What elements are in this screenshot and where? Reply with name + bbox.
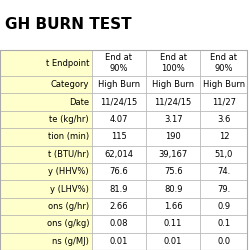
Bar — [0, 146, 92, 163]
Text: End at
90%: End at 90% — [105, 53, 132, 73]
Bar — [0, 128, 92, 146]
Bar — [146, 198, 200, 215]
Text: 190: 190 — [165, 132, 181, 141]
Bar — [146, 111, 200, 128]
Text: tion (min): tion (min) — [48, 132, 89, 141]
Text: 1.66: 1.66 — [164, 202, 182, 211]
Text: Category: Category — [50, 80, 89, 89]
Text: 81.9: 81.9 — [110, 185, 128, 194]
Bar — [92, 232, 146, 250]
Text: 75.6: 75.6 — [164, 167, 182, 176]
Bar — [92, 111, 146, 128]
Bar — [0, 94, 92, 111]
Text: 0.9: 0.9 — [217, 202, 230, 211]
Bar — [200, 50, 247, 76]
Bar — [200, 146, 247, 163]
Text: 11/24/15: 11/24/15 — [100, 98, 137, 107]
Bar — [92, 128, 146, 146]
Text: 4.07: 4.07 — [110, 115, 128, 124]
Bar — [92, 163, 146, 180]
Text: 79.: 79. — [217, 185, 230, 194]
Bar — [92, 76, 146, 94]
Text: te (kg/hr): te (kg/hr) — [50, 115, 89, 124]
Text: 0.01: 0.01 — [110, 237, 128, 246]
Bar — [200, 232, 247, 250]
Bar — [146, 76, 200, 94]
Bar — [200, 76, 247, 94]
Text: High Burn: High Burn — [152, 80, 194, 89]
Text: 39,167: 39,167 — [158, 150, 188, 159]
Bar — [0, 232, 92, 250]
Bar — [0, 50, 247, 250]
Bar — [0, 76, 92, 94]
Text: t (BTU/hr): t (BTU/hr) — [48, 150, 89, 159]
Text: 3.6: 3.6 — [217, 115, 230, 124]
Text: 11/27: 11/27 — [212, 98, 236, 107]
Text: GH BURN TEST: GH BURN TEST — [5, 18, 132, 32]
Bar — [146, 215, 200, 232]
Text: 2.66: 2.66 — [110, 202, 128, 211]
Bar — [92, 50, 146, 76]
Text: y (LHV%): y (LHV%) — [50, 185, 89, 194]
Text: Date: Date — [69, 98, 89, 107]
Text: 0.0: 0.0 — [217, 237, 230, 246]
Bar — [200, 198, 247, 215]
Text: ons (g/kg): ons (g/kg) — [46, 220, 89, 228]
Bar — [92, 180, 146, 198]
Bar — [92, 198, 146, 215]
Text: 11/24/15: 11/24/15 — [154, 98, 192, 107]
Bar — [92, 215, 146, 232]
Text: End at
90%: End at 90% — [210, 53, 237, 73]
Text: High Burn: High Burn — [98, 80, 140, 89]
Bar — [200, 128, 247, 146]
Bar — [92, 94, 146, 111]
Text: ns (g/MJ): ns (g/MJ) — [52, 237, 89, 246]
Text: 0.08: 0.08 — [110, 220, 128, 228]
Bar — [0, 163, 92, 180]
Bar — [92, 146, 146, 163]
Bar — [146, 94, 200, 111]
Bar — [200, 163, 247, 180]
Text: t Endpoint: t Endpoint — [46, 58, 89, 68]
Bar — [0, 50, 92, 76]
Text: ons (g/hr): ons (g/hr) — [48, 202, 89, 211]
Text: 3.17: 3.17 — [164, 115, 182, 124]
Bar — [0, 180, 92, 198]
Text: 12: 12 — [218, 132, 229, 141]
Bar — [200, 180, 247, 198]
Bar — [200, 215, 247, 232]
Bar — [146, 146, 200, 163]
Text: y (HHV%): y (HHV%) — [48, 167, 89, 176]
Bar — [146, 163, 200, 180]
Text: 115: 115 — [111, 132, 126, 141]
Text: 74.: 74. — [217, 167, 230, 176]
Bar — [200, 94, 247, 111]
Bar — [0, 198, 92, 215]
Text: 0.1: 0.1 — [217, 220, 230, 228]
Bar — [0, 111, 92, 128]
Text: End at
100%: End at 100% — [160, 53, 187, 73]
Text: High Burn: High Burn — [203, 80, 245, 89]
Text: 0.11: 0.11 — [164, 220, 182, 228]
Text: 76.6: 76.6 — [109, 167, 128, 176]
Bar — [200, 111, 247, 128]
Text: 62,014: 62,014 — [104, 150, 133, 159]
Text: 80.9: 80.9 — [164, 185, 182, 194]
Bar — [146, 180, 200, 198]
Bar — [146, 50, 200, 76]
Bar — [146, 232, 200, 250]
Text: 0.01: 0.01 — [164, 237, 182, 246]
Bar — [146, 128, 200, 146]
Text: 51,0: 51,0 — [215, 150, 233, 159]
Bar — [0, 215, 92, 232]
